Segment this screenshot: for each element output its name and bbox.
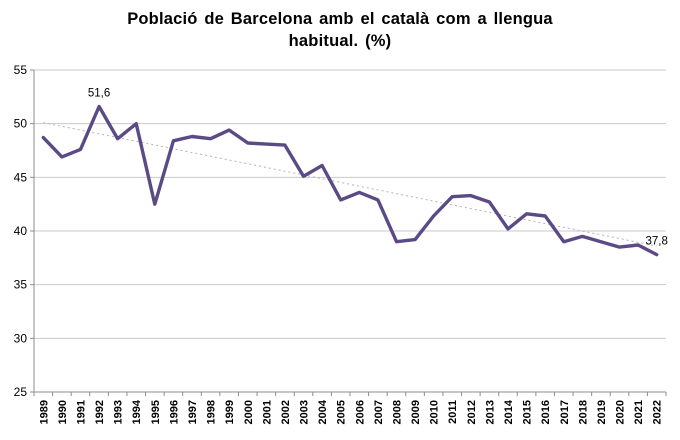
chart-title-line1: Població de Barcelona amb el català com …	[127, 10, 553, 28]
x-axis-label: 2018	[577, 400, 589, 424]
x-axis-label: 2009	[410, 400, 422, 424]
x-axis-label: 2000	[243, 400, 255, 424]
x-axis-label: 2016	[540, 400, 552, 424]
x-axis-label: 1990	[57, 400, 69, 424]
x-axis-label: 1994	[131, 399, 143, 424]
x-axis-label: 2012	[466, 400, 478, 424]
x-axis-label: 2021	[633, 400, 645, 424]
y-axis-label: 40	[14, 224, 28, 238]
x-axis-label: 2001	[261, 400, 273, 424]
y-axis-label: 45	[14, 170, 28, 184]
trend-line	[43, 122, 657, 247]
x-axis-label: 2007	[373, 400, 385, 424]
x-axis-label: 2010	[429, 400, 441, 424]
x-axis-label: 1991	[75, 400, 87, 424]
x-axis-label: 2005	[336, 400, 348, 424]
data-label: 37,8	[646, 236, 668, 248]
x-axis-label: 2014	[503, 399, 515, 424]
x-axis-label: 1997	[187, 400, 199, 424]
x-axis-label: 1992	[94, 400, 106, 424]
y-axis-label: 25	[14, 385, 28, 399]
x-axis-label: 2008	[391, 400, 403, 424]
x-axis-label: 1999	[224, 400, 236, 424]
y-axis-label: 35	[14, 278, 28, 292]
y-axis-label: 30	[14, 331, 28, 345]
chart-title: Població de Barcelona amb el català com …	[0, 8, 680, 53]
x-axis-label: 1995	[150, 400, 162, 424]
x-axis-label: 2002	[280, 400, 292, 424]
y-axis-label: 50	[14, 117, 28, 131]
data-line	[41, 104, 659, 257]
x-axis-label: 1996	[168, 400, 180, 424]
x-axis-label: 2004	[317, 399, 329, 424]
x-axis-label: 2003	[299, 400, 311, 424]
x-axis-label: 2020	[615, 400, 627, 424]
y-axis-label: 55	[14, 63, 28, 77]
x-axis-label: 2022	[652, 400, 664, 424]
chart-title-line2: habitual. (%)	[288, 32, 392, 51]
x-axis-label: 2006	[354, 400, 366, 424]
x-axis-label: 2011	[447, 400, 459, 424]
x-axis-label: 2013	[484, 400, 496, 424]
x-axis-label: 2017	[559, 400, 571, 424]
x-axis-label: 2015	[522, 400, 534, 424]
x-axis-label: 1993	[113, 400, 125, 424]
data-label: 51,6	[88, 87, 110, 99]
x-axis-label: 1989	[38, 400, 50, 424]
x-axis-label: 1998	[206, 400, 218, 424]
x-axis-label: 2019	[596, 400, 608, 424]
